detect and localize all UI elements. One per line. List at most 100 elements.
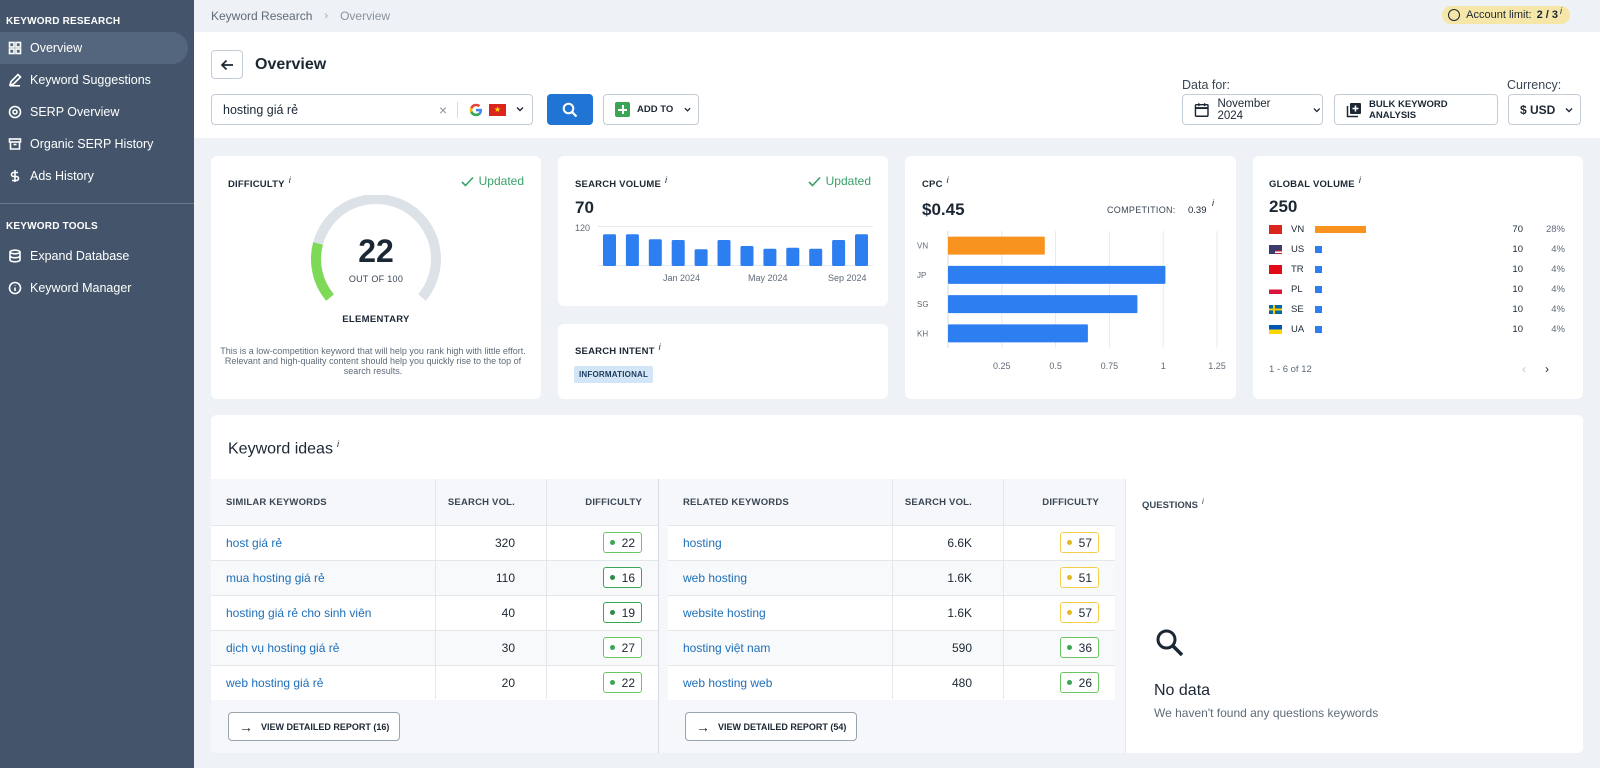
- search-button[interactable]: [547, 94, 593, 125]
- info-icon[interactable]: i: [336, 439, 339, 449]
- keyword-link[interactable]: mua hosting giá rẻ: [226, 571, 325, 585]
- keyword-link[interactable]: hosting: [683, 536, 722, 550]
- sidebar-section-keyword-research: KEYWORD RESEARCH: [6, 16, 121, 27]
- global-volume-title: GLOBAL VOLUME i: [1269, 175, 1362, 191]
- search-input[interactable]: [223, 102, 433, 117]
- chevron-left-icon[interactable]: ‹: [1522, 362, 1526, 376]
- view-detailed-report-button[interactable]: → VIEW DETAILED REPORT (16): [228, 712, 401, 741]
- sidebar-item-label: Keyword Suggestions: [30, 73, 151, 87]
- sidebar-item-label: Overview: [30, 41, 83, 55]
- keyword-link[interactable]: web hosting giá rẻ: [226, 676, 324, 690]
- volume-bar[interactable]: [717, 240, 731, 266]
- sidebar-section-keyword-tools: KEYWORD TOOLS: [6, 221, 98, 232]
- keyword-link[interactable]: hosting giá rẻ cho sinh viên: [226, 606, 372, 620]
- column-header[interactable]: SEARCH VOL.: [447, 496, 515, 508]
- country-share: 4%: [1551, 324, 1565, 335]
- column-header[interactable]: RELATED KEYWORDS: [683, 496, 789, 508]
- keyword-link[interactable]: website hosting: [683, 606, 766, 620]
- intent-badge: INFORMATIONAL: [574, 366, 654, 383]
- vn-flag-icon: [1269, 225, 1282, 234]
- arrow-right-icon: →: [696, 718, 710, 735]
- sidebar-item-expand-database[interactable]: Expand Database: [0, 240, 188, 272]
- keyword-link[interactable]: web hosting web: [683, 676, 773, 690]
- info-icon[interactable]: i: [1212, 198, 1214, 208]
- sidebar-item-organic-serp-history[interactable]: Organic SERP History: [0, 128, 188, 160]
- breadcrumb-current: Overview: [340, 9, 391, 23]
- column-header[interactable]: DIFFICULTY: [1042, 496, 1099, 508]
- volume-bar[interactable]: [740, 246, 754, 266]
- column-divider: [1003, 479, 1004, 699]
- info-icon[interactable]: i: [665, 175, 668, 185]
- volume-bar[interactable]: [763, 248, 777, 266]
- sidebar-item-keyword-suggestions[interactable]: Keyword Suggestions: [0, 64, 188, 96]
- volume-bar[interactable]: [671, 240, 685, 266]
- column-divider: [546, 479, 547, 699]
- bulk-keyword-analysis-button[interactable]: BULK KEYWORD ANALYSIS: [1334, 94, 1498, 125]
- keyword-link[interactable]: web hosting: [683, 571, 748, 585]
- info-icon[interactable]: i: [288, 175, 291, 185]
- country-volume: 10: [1512, 324, 1523, 335]
- date-select[interactable]: November 2024: [1182, 94, 1323, 125]
- view-detailed-report-button[interactable]: → VIEW DETAILED REPORT (54): [685, 712, 858, 741]
- keyword-link[interactable]: hosting việt nam: [683, 641, 771, 655]
- sidebar-item-keyword-manager[interactable]: Keyword Manager: [0, 272, 188, 304]
- cpc-bar[interactable]: [948, 265, 1166, 284]
- keyword-link[interactable]: host giá rẻ: [226, 536, 283, 550]
- difficulty-badge: 51: [1059, 567, 1099, 588]
- country-row: SE 10 4%: [1269, 304, 1565, 316]
- column-header[interactable]: SIMILAR KEYWORDS: [226, 496, 327, 508]
- back-button[interactable]: [211, 50, 243, 79]
- keyword-search-field[interactable]: × ★: [211, 94, 533, 125]
- chevron-right-icon[interactable]: ›: [1545, 362, 1549, 376]
- sidebar-item-ads-history[interactable]: Ads History: [0, 160, 188, 192]
- plus-square-icon: [615, 102, 630, 117]
- arrow-left-icon: [220, 59, 233, 70]
- country-code: UA: [1291, 324, 1305, 335]
- volume-bar[interactable]: [603, 234, 616, 266]
- volume-bar[interactable]: [648, 239, 662, 266]
- google-icon[interactable]: [469, 103, 483, 117]
- cpc-bar[interactable]: [948, 295, 1138, 314]
- search-volume-value: 70: [575, 198, 594, 217]
- info-icon[interactable]: i: [1560, 6, 1562, 16]
- global-volume-value: 250: [1269, 197, 1298, 216]
- info-icon[interactable]: i: [1201, 497, 1204, 506]
- country-volume: 10: [1512, 304, 1523, 315]
- column-header[interactable]: DIFFICULTY: [585, 496, 642, 508]
- sidebar-divider: [0, 203, 194, 204]
- info-icon[interactable]: i: [946, 175, 949, 185]
- volume-bar[interactable]: [832, 240, 846, 266]
- difficulty-badge: 57: [1059, 532, 1099, 553]
- global-volume-card: GLOBAL VOLUME i 250 VN 70 28% US 10 4% TR 10 4% PL…: [1253, 156, 1583, 399]
- currency-select[interactable]: $ USD: [1508, 94, 1581, 125]
- vietnam-flag-icon[interactable]: ★: [489, 104, 506, 116]
- volume-bar[interactable]: [809, 248, 823, 266]
- country-code: SE: [1291, 304, 1304, 315]
- volume-bar[interactable]: [855, 234, 868, 266]
- add-to-button[interactable]: ADD TO: [603, 94, 699, 125]
- volume-bar[interactable]: [694, 249, 708, 266]
- country-share: 4%: [1551, 264, 1565, 275]
- cpc-bar[interactable]: [948, 236, 1045, 255]
- breadcrumb-root[interactable]: Keyword Research: [211, 9, 313, 23]
- table-row: mua hosting giá rẻ 110 16: [211, 560, 658, 595]
- sidebar: KEYWORD RESEARCH Overview Keyword Sugges…: [0, 0, 194, 768]
- currency-value: $ USD: [1520, 102, 1556, 117]
- info-icon[interactable]: i: [658, 342, 661, 352]
- sidebar-item-serp-overview[interactable]: SERP Overview: [0, 96, 188, 128]
- table-row: website hosting 1.6K 57: [668, 595, 1115, 630]
- clear-icon[interactable]: ×: [439, 102, 448, 118]
- volume-bar[interactable]: [625, 234, 639, 266]
- sidebar-item-overview[interactable]: Overview: [0, 32, 188, 64]
- country-share: 28%: [1545, 224, 1565, 235]
- competition-label: COMPETITION:: [1107, 205, 1176, 215]
- country-volume: 10: [1512, 244, 1523, 255]
- volume-bar[interactable]: [786, 247, 800, 266]
- search-icon: [1156, 629, 1184, 657]
- column-header[interactable]: SEARCH VOL.: [904, 496, 972, 508]
- ua-flag-icon: [1269, 325, 1282, 334]
- info-icon[interactable]: i: [1358, 175, 1362, 185]
- cpc-bar[interactable]: [948, 324, 1088, 343]
- keyword-link[interactable]: dịch vụ hosting giá rẻ: [226, 641, 340, 655]
- chevron-down-icon[interactable]: [515, 104, 525, 114]
